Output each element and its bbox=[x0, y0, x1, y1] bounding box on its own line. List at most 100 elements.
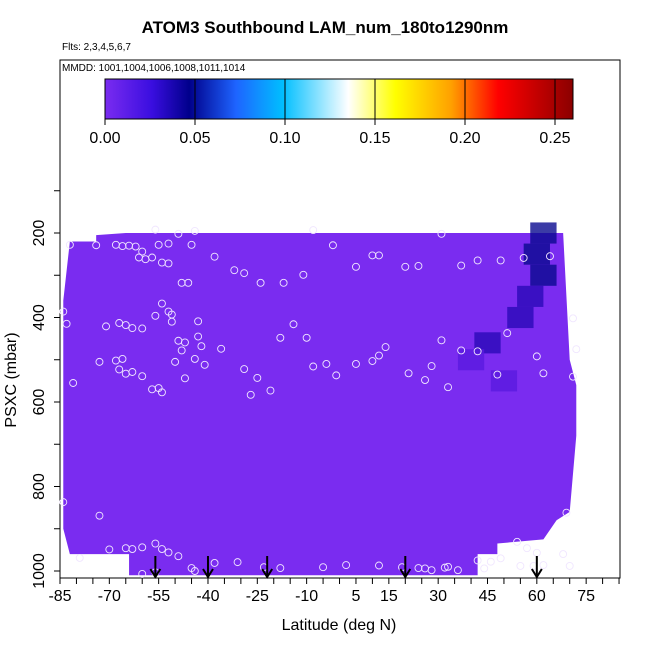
sample-point bbox=[437, 229, 446, 238]
x-tick-label: -55 bbox=[147, 588, 170, 605]
sample-point bbox=[322, 360, 331, 368]
sample-point bbox=[532, 352, 541, 361]
heatmap-cell bbox=[523, 243, 550, 265]
sample-point bbox=[177, 346, 186, 355]
x-tick-label: -10 bbox=[295, 588, 318, 605]
sample-point bbox=[59, 498, 68, 507]
sample-point bbox=[240, 269, 249, 278]
sample-point bbox=[486, 557, 495, 566]
sample-point bbox=[496, 256, 505, 265]
sample-point bbox=[95, 357, 104, 366]
sample-point bbox=[164, 259, 173, 268]
sample-point bbox=[151, 311, 160, 320]
x-tick-label: -40 bbox=[196, 588, 219, 605]
sample-point bbox=[473, 256, 482, 265]
x-tick-label: -25 bbox=[246, 588, 269, 605]
sample-point bbox=[181, 338, 189, 347]
sample-point bbox=[368, 357, 377, 365]
y-tick-label: 800 bbox=[31, 473, 48, 500]
y-tick-label: 400 bbox=[31, 304, 48, 331]
sample-point bbox=[569, 372, 577, 381]
sample-point bbox=[352, 262, 360, 271]
sample-point bbox=[181, 374, 189, 383]
sample-point bbox=[519, 253, 528, 262]
x-tick-label: 5 bbox=[352, 588, 361, 605]
sample-point bbox=[440, 563, 449, 572]
sample-point bbox=[480, 564, 489, 573]
sample-point bbox=[279, 278, 288, 287]
sample-point bbox=[210, 252, 219, 261]
flight-arrow-head bbox=[530, 568, 543, 579]
sample-point bbox=[102, 322, 110, 331]
sample-point bbox=[184, 278, 193, 287]
sample-point bbox=[157, 545, 166, 553]
sample-point bbox=[190, 567, 199, 575]
flight-arrow-head bbox=[261, 568, 274, 579]
heatmap-cell bbox=[530, 264, 557, 286]
heatmap-base bbox=[63, 233, 577, 576]
sample-point bbox=[194, 317, 203, 326]
y-axis: 200 400 600 800 1000 bbox=[31, 190, 60, 589]
x-tick-label: 15 bbox=[380, 588, 398, 605]
sample-point bbox=[154, 240, 163, 249]
flight-arrow-head bbox=[149, 568, 162, 579]
flight-arrows bbox=[149, 556, 543, 579]
sample-point bbox=[246, 390, 255, 399]
sample-point bbox=[256, 278, 265, 287]
sample-point bbox=[276, 564, 285, 572]
sample-point bbox=[105, 545, 114, 554]
x-tick-label: -70 bbox=[98, 588, 121, 605]
heatmap-cell bbox=[507, 306, 534, 329]
sample-point bbox=[328, 241, 337, 250]
sample-point bbox=[167, 317, 176, 326]
sample-point bbox=[171, 357, 180, 366]
sample-point bbox=[190, 226, 199, 235]
sample-point bbox=[148, 253, 157, 262]
sample-point bbox=[546, 252, 554, 261]
sample-point bbox=[569, 314, 577, 323]
sample-point bbox=[138, 570, 147, 578]
y-tick-label: 1000 bbox=[31, 553, 48, 589]
sample-point bbox=[69, 379, 78, 387]
sample-point bbox=[200, 360, 209, 369]
sample-point bbox=[131, 242, 140, 251]
sample-point bbox=[194, 332, 203, 341]
x-tick-label: 75 bbox=[577, 588, 595, 605]
colorbar-tick-label: 0.15 bbox=[359, 130, 390, 147]
sample-point bbox=[532, 548, 541, 557]
sample-point bbox=[375, 251, 383, 260]
colorbar-tick-label: 0.25 bbox=[539, 130, 570, 147]
sample-point bbox=[453, 566, 462, 575]
heatmap-field bbox=[63, 222, 577, 576]
sample-point bbox=[496, 554, 505, 563]
sample-point bbox=[111, 356, 120, 365]
sample-point bbox=[414, 262, 423, 270]
sample-point bbox=[444, 383, 452, 392]
sample-point bbox=[92, 241, 101, 250]
x-tick-label: 60 bbox=[528, 588, 546, 605]
x-tick-label: 45 bbox=[479, 588, 497, 605]
colorbar-tick-label: 0.00 bbox=[89, 130, 120, 147]
sample-point bbox=[401, 262, 410, 271]
sample-point bbox=[174, 552, 183, 561]
sample-point bbox=[565, 561, 574, 570]
sample-point bbox=[75, 553, 84, 562]
x-tick-label: -85 bbox=[48, 588, 71, 605]
sample-points bbox=[59, 225, 581, 578]
sample-point bbox=[190, 354, 199, 363]
sample-point bbox=[59, 307, 68, 316]
sample-point bbox=[503, 329, 512, 338]
colorbar-gradient bbox=[104, 78, 574, 120]
sample-point bbox=[539, 369, 548, 378]
flight-arrow-head bbox=[202, 568, 214, 579]
sample-point bbox=[332, 371, 341, 380]
sample-point bbox=[151, 225, 160, 234]
sample-point bbox=[493, 370, 502, 379]
sample-point bbox=[157, 299, 166, 308]
colorbar-tick-label: 0.05 bbox=[179, 130, 210, 147]
sample-point bbox=[516, 561, 525, 570]
x-tick-label: 30 bbox=[429, 588, 447, 605]
sample-point bbox=[309, 226, 318, 234]
x-axis: -85 -70 -55 -40 -25 -10 5 15 30 45 60 75 bbox=[48, 578, 620, 605]
sample-point bbox=[138, 543, 147, 552]
